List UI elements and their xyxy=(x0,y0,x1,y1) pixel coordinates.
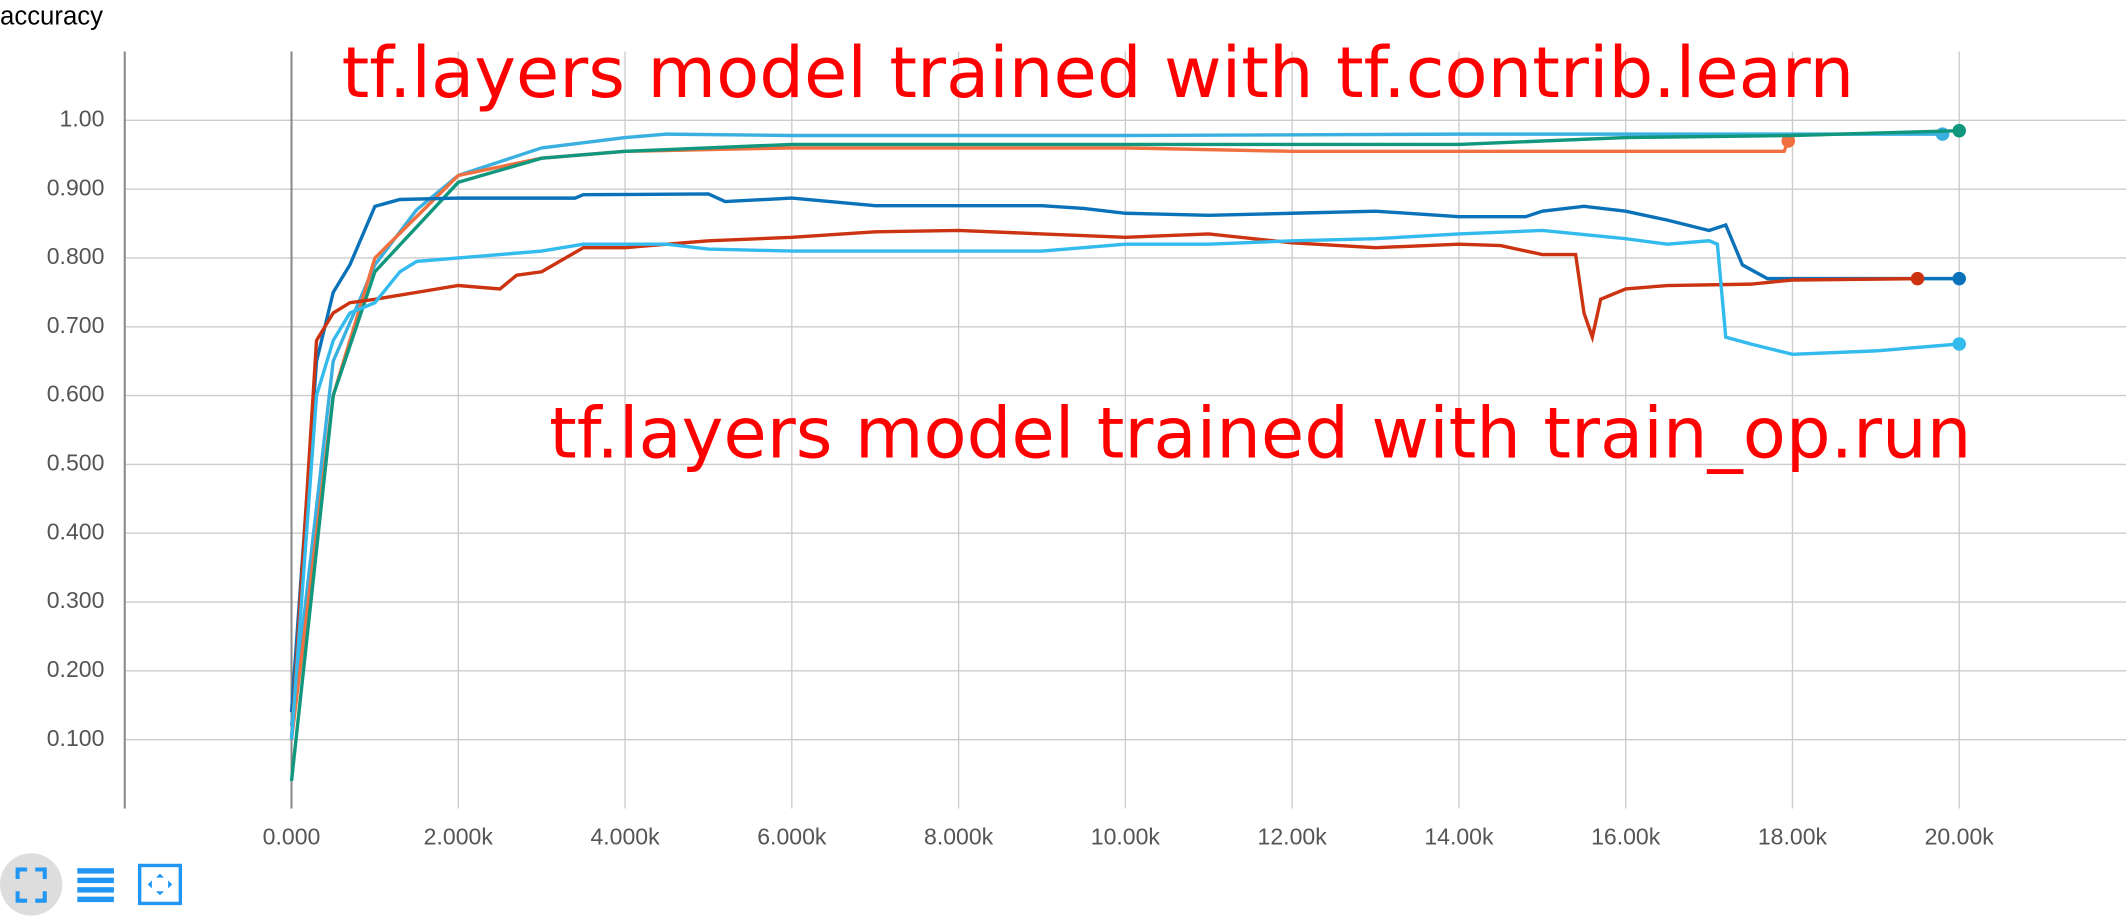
x-tick-label: 4.000k xyxy=(590,823,660,849)
x-tick-label: 16.00k xyxy=(1591,823,1661,849)
x-tick-label: 12.00k xyxy=(1258,823,1328,849)
last-point xyxy=(1952,337,1967,351)
x-tick-label: 6.000k xyxy=(757,823,827,849)
y-tick-label: 0.100 xyxy=(47,725,105,751)
y-tick-label: 0.900 xyxy=(47,174,105,200)
y-tick-label: 0.700 xyxy=(47,312,105,338)
y-tick-label: 0.500 xyxy=(47,450,105,476)
last-point xyxy=(1910,271,1925,286)
series-line xyxy=(289,228,1918,740)
x-tick-label: 18.00k xyxy=(1758,823,1828,849)
series-line xyxy=(289,228,1960,740)
annotation: tf.layers model trained with train_op.ru… xyxy=(549,393,1971,475)
y-tick-label: 0.800 xyxy=(47,243,105,269)
x-tick-label: 0.000 xyxy=(263,823,321,849)
series-line xyxy=(289,192,1960,713)
log-button[interactable] xyxy=(77,868,114,903)
fit-icon xyxy=(15,867,47,903)
series-line xyxy=(289,128,1960,782)
fit-button[interactable] xyxy=(0,853,63,916)
y-tick-label: 0.600 xyxy=(47,381,105,407)
series-line xyxy=(289,140,1790,740)
chart-title: accuracy xyxy=(0,2,103,30)
x-tick-label: 8.000k xyxy=(924,823,994,849)
x-tick-label: 10.00k xyxy=(1091,823,1161,849)
y-tick-label: 1.00 xyxy=(60,105,105,131)
last-point xyxy=(1952,271,1967,286)
annotation: tf.layers model trained with tf.contrib.… xyxy=(342,32,1855,114)
x-tick-label: 20.00k xyxy=(1925,823,1995,849)
x-tick-label: 2.000k xyxy=(424,823,494,849)
y-tick-label: 0.400 xyxy=(47,518,105,544)
last-point xyxy=(1781,134,1796,148)
y-tick-label: 0.200 xyxy=(47,656,105,682)
lines xyxy=(289,123,1967,782)
grid: 0.100 0.200 0.300 0.400 0.500 0.600 0.700 0.800… xyxy=(47,51,2126,849)
last-point xyxy=(1952,123,1967,138)
zoom-button[interactable] xyxy=(137,863,183,906)
x-tick-label: 14.00k xyxy=(1424,823,1494,849)
y-tick-label: 0.300 xyxy=(47,587,105,613)
toolbar xyxy=(0,853,183,916)
